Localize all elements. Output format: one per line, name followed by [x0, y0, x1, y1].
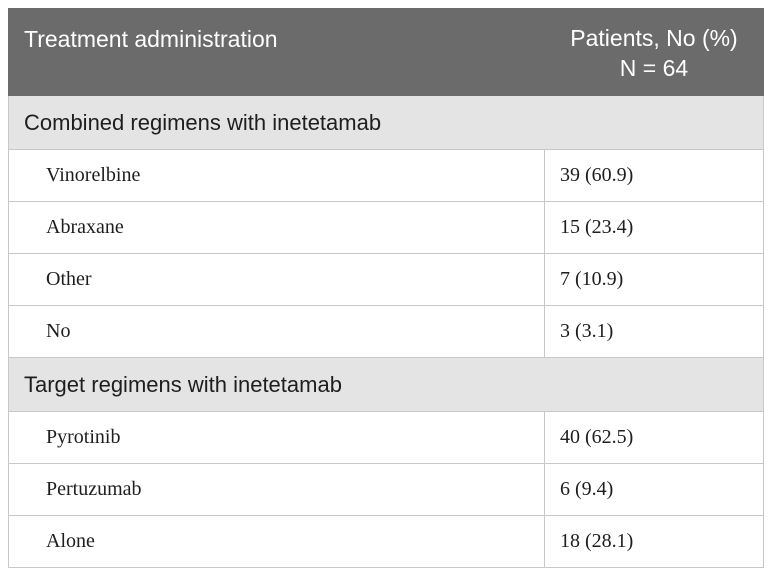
row-label: No	[8, 305, 545, 358]
table-row: Alone 18 (28.1)	[8, 515, 764, 568]
row-value: 6 (9.4)	[544, 463, 764, 516]
row-label: Vinorelbine	[8, 149, 545, 202]
row-value: 39 (60.9)	[544, 149, 764, 202]
table-row: Abraxane 15 (23.4)	[8, 201, 764, 254]
row-value: 18 (28.1)	[544, 515, 764, 568]
row-value: 7 (10.9)	[544, 253, 764, 306]
section-row-combined: Combined regimens with inetetamab	[8, 95, 764, 150]
table-row: Vinorelbine 39 (60.9)	[8, 149, 764, 202]
table-row: No 3 (3.1)	[8, 305, 764, 358]
header-treatment-administration: Treatment administration	[8, 8, 545, 96]
row-value: 3 (3.1)	[544, 305, 764, 358]
row-value: 40 (62.5)	[544, 411, 764, 464]
row-label: Abraxane	[8, 201, 545, 254]
section-title: Target regimens with inetetamab	[8, 357, 764, 412]
section-title: Combined regimens with inetetamab	[8, 95, 764, 150]
table-row: Other 7 (10.9)	[8, 253, 764, 306]
header-patients-label: Patients, No (%)	[570, 25, 738, 51]
row-label: Pyrotinib	[8, 411, 545, 464]
row-label: Other	[8, 253, 545, 306]
treatment-table: Treatment administration Patients, No (%…	[8, 8, 764, 568]
table-row: Pyrotinib 40 (62.5)	[8, 411, 764, 464]
row-label: Pertuzumab	[8, 463, 545, 516]
row-value: 15 (23.4)	[544, 201, 764, 254]
table-row: Pertuzumab 6 (9.4)	[8, 463, 764, 516]
section-row-target: Target regimens with inetetamab	[8, 357, 764, 412]
header-patients: Patients, No (%) N = 64	[544, 8, 764, 96]
table-header-row: Treatment administration Patients, No (%…	[8, 8, 764, 96]
header-patients-n: N = 64	[619, 55, 689, 81]
row-label: Alone	[8, 515, 545, 568]
